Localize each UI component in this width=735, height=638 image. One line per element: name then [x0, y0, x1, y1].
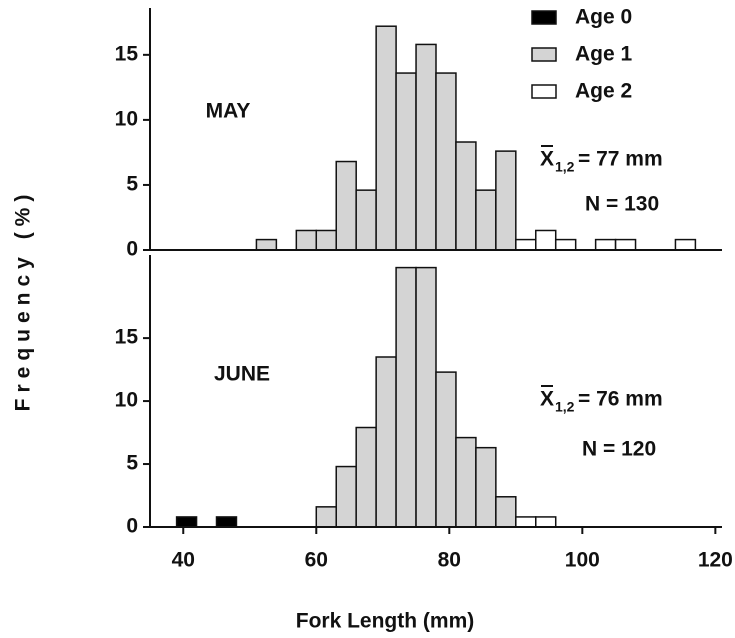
bar — [674, 238, 697, 251]
mean-symbol: X — [540, 388, 554, 411]
bar — [355, 189, 377, 251]
y-tick-label: 15 — [115, 42, 139, 65]
bar — [395, 72, 417, 251]
y-tick-label: 15 — [115, 326, 139, 349]
mean-symbol: X — [540, 148, 554, 171]
bar — [594, 238, 617, 251]
legend-label: Age 2 — [575, 80, 632, 103]
bar — [315, 229, 337, 251]
bar — [215, 516, 238, 528]
n-text: N = 130 — [585, 193, 659, 216]
y-tick-label: 0 — [126, 515, 138, 538]
y-tick-label: 5 — [126, 452, 138, 475]
legend-swatch — [531, 47, 557, 62]
bar — [375, 25, 397, 251]
n-text: N = 120 — [582, 438, 656, 461]
y-tick-label: 0 — [126, 238, 138, 261]
x-tick-label: 120 — [698, 549, 733, 572]
bar — [515, 238, 537, 251]
bar — [495, 150, 517, 251]
bar — [175, 516, 198, 528]
panel-title: MAY — [206, 100, 251, 123]
y-tick-label: 10 — [115, 389, 138, 412]
y-tick-label: 10 — [115, 107, 138, 130]
bar — [355, 426, 377, 528]
y-axis-label: Frequency (%) — [12, 189, 35, 412]
x-axis-label: Fork Length (mm) — [296, 610, 475, 633]
mean-text: = 76 mm — [578, 388, 663, 411]
bar — [535, 516, 557, 528]
x-tick-label: 100 — [565, 549, 600, 572]
bar — [435, 371, 457, 528]
x-tick-label: 40 — [172, 549, 195, 572]
x-tick-label: 60 — [305, 549, 328, 572]
mean-text: = 77 mm — [578, 148, 663, 171]
bar — [554, 238, 577, 251]
bar — [335, 465, 357, 528]
mean-subscript: 1,2 — [555, 159, 575, 175]
legend-label: Age 1 — [575, 43, 633, 66]
bar — [375, 356, 397, 528]
bar — [435, 72, 457, 251]
bar — [475, 189, 497, 251]
bar — [455, 436, 477, 528]
bar — [455, 141, 477, 251]
y-tick-label: 5 — [126, 172, 138, 195]
bar — [395, 266, 417, 528]
bar — [614, 238, 637, 251]
legend-swatch — [531, 84, 557, 99]
legend-swatch — [531, 10, 557, 25]
bar — [415, 266, 437, 528]
bar — [415, 43, 437, 251]
bar — [315, 506, 337, 528]
bar — [255, 238, 278, 251]
panel-title: JUNE — [214, 363, 270, 386]
bar — [335, 160, 357, 251]
mean-subscript: 1,2 — [555, 399, 575, 415]
bar — [535, 229, 557, 251]
bar — [515, 516, 537, 528]
bar — [475, 446, 497, 528]
bar — [295, 229, 318, 251]
x-tick-label: 80 — [438, 549, 461, 572]
legend-label: Age 0 — [575, 6, 632, 29]
bar — [495, 496, 517, 528]
